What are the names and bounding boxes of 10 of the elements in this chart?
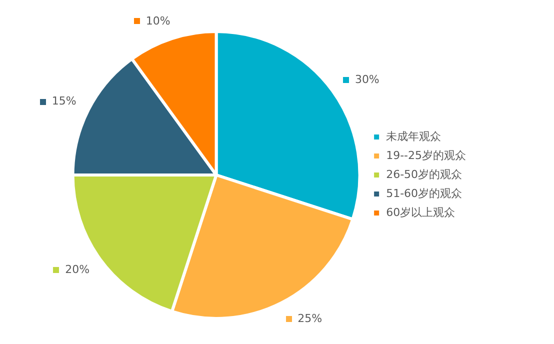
data-label: 10% <box>146 14 170 28</box>
legend-label: 60岁以上观众 <box>386 206 456 219</box>
legend-label: 51-60岁的观众 <box>386 186 462 200</box>
legend-label: 19--25岁的观众 <box>386 148 466 162</box>
data-label: 25% <box>298 312 322 325</box>
data-label: 20% <box>65 262 90 276</box>
data-label: 15% <box>52 94 76 108</box>
data-label: 30% <box>354 72 380 86</box>
legend-label: 未成年观众 <box>386 130 442 143</box>
legend-label: 26-50岁的观众 <box>386 168 462 181</box>
